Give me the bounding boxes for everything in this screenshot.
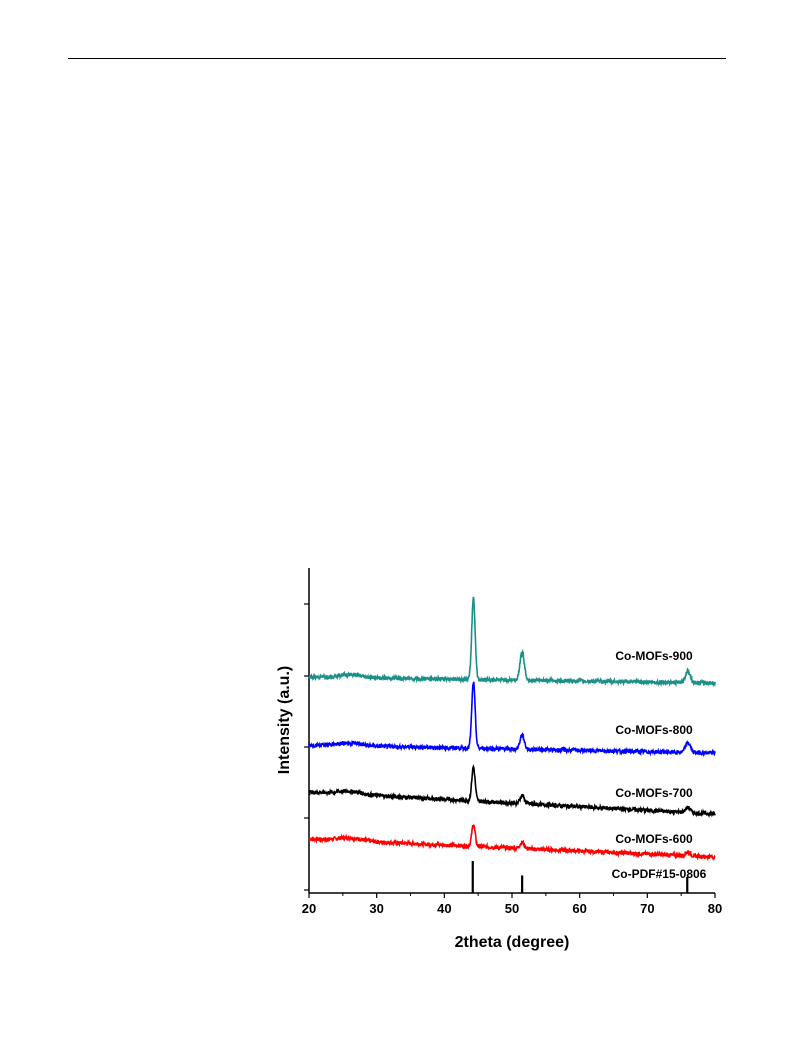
reference-label: Co-PDF#15-0806 — [612, 867, 707, 881]
series-label: Co-MOFs-600 — [615, 832, 693, 846]
series-line — [308, 681, 716, 757]
series-label: Co-MOFs-800 — [615, 723, 693, 737]
traces — [308, 596, 716, 862]
series-line — [308, 596, 716, 688]
x-tick-label: 40 — [437, 901, 451, 916]
y-axis-title: Intensity (a.u.) — [276, 666, 293, 774]
reference-sticks — [471, 861, 689, 893]
series-label: Co-MOFs-700 — [615, 786, 693, 800]
x-ticks: 20 30 40 50 60 70 80 — [302, 893, 722, 916]
x-tick-label: 70 — [640, 901, 654, 916]
series-line — [308, 824, 716, 862]
header-rule — [68, 58, 726, 59]
y-ticks — [304, 603, 309, 891]
series-line — [308, 764, 716, 818]
x-tick-label: 50 — [505, 901, 519, 916]
x-tick-label: 60 — [572, 901, 586, 916]
x-axis-title: 2theta (degree) — [455, 934, 570, 951]
x-tick-label: 80 — [708, 901, 722, 916]
x-tick-label: 30 — [369, 901, 383, 916]
series-label: Co-MOFs-900 — [615, 649, 693, 663]
series-labels: Co-MOFs-600 Co-MOFs-700 Co-MOFs-800 Co-MOFs… — [612, 649, 707, 881]
x-tick-label: 20 — [302, 901, 316, 916]
